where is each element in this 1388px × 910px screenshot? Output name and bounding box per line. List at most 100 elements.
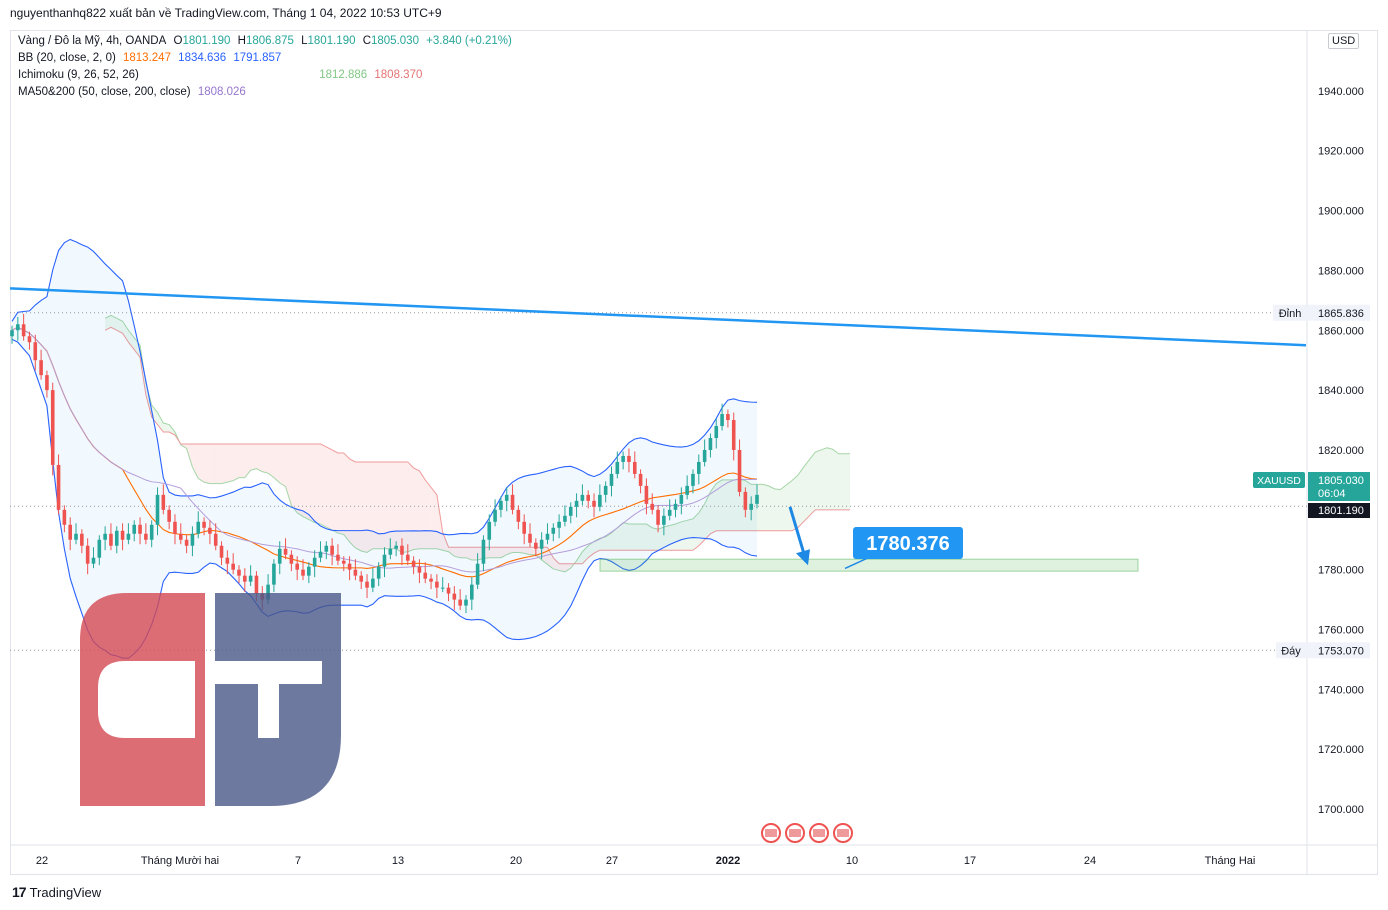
candle-body xyxy=(144,533,148,540)
ichimoku-cloud-segment xyxy=(460,547,466,558)
candle-body xyxy=(365,581,369,588)
candle-body xyxy=(39,360,43,376)
candle-body xyxy=(190,533,195,546)
legend-ichimoku-b: 1808.370 xyxy=(374,69,423,81)
currency-badge[interactable]: USD xyxy=(1328,33,1360,49)
ichimoku-cloud-segment xyxy=(396,461,402,553)
flag-stripes xyxy=(789,829,801,837)
candle-body xyxy=(400,545,404,555)
candle-body xyxy=(650,503,655,510)
ichimoku-cloud-segment xyxy=(687,518,693,551)
ichimoku-cloud-segment xyxy=(716,479,723,531)
candle-body xyxy=(74,533,78,540)
target-callout-label: 1780.376 xyxy=(866,533,949,555)
ichimoku-cloud-segment xyxy=(692,512,699,551)
x-tick-label: Tháng Mười hai xyxy=(141,855,219,867)
ichimoku-cloud-segment xyxy=(553,557,560,571)
candle-body xyxy=(696,461,701,474)
x-tick-label: 10 xyxy=(846,855,858,867)
candle-body xyxy=(755,494,759,504)
ichimoku-cloud-segment xyxy=(116,318,123,334)
last-price-bg xyxy=(1308,472,1370,501)
legend-bb-label: BB (20, close, 2, 0) xyxy=(18,52,116,64)
candle-body xyxy=(62,509,67,525)
candle-body xyxy=(743,491,748,510)
flag-stripes xyxy=(837,829,849,837)
candle-body xyxy=(295,563,299,570)
candle-body xyxy=(371,578,375,588)
ichimoku-cloud-segment xyxy=(238,443,245,478)
ichimoku-span-b xyxy=(104,326,851,565)
ichimoku-cloud-segment xyxy=(634,524,641,551)
ichimoku-cloud-segment xyxy=(530,547,536,555)
ichimoku-cloud-segment xyxy=(337,452,344,535)
candle-body xyxy=(568,506,573,516)
ichimoku-cloud-segment xyxy=(273,443,280,483)
candle-body xyxy=(662,515,666,525)
candle-body xyxy=(551,527,556,534)
y-tick-label: 1920.000 xyxy=(1318,146,1364,158)
y-tick-label: 1860.000 xyxy=(1318,325,1364,337)
ichimoku-cloud-segment xyxy=(628,524,635,551)
candle-body xyxy=(173,521,177,534)
candle-body xyxy=(85,545,90,564)
ichimoku-cloud-segment xyxy=(332,449,338,534)
ichimoku-cloud-segment xyxy=(343,452,350,542)
candle-body xyxy=(283,548,288,555)
y-tick-label: 1880.000 xyxy=(1318,265,1364,277)
candle-body xyxy=(417,566,422,573)
ichimoku-cloud-segment xyxy=(349,458,356,548)
candle-body xyxy=(80,533,84,546)
ichimoku-cloud-segment xyxy=(797,467,804,528)
tradingview-logo-icon: 17 xyxy=(12,884,27,900)
legend-ma: MA50&200 (50, close, 200, close) 1808.02… xyxy=(18,86,250,98)
candle-body xyxy=(272,563,276,585)
candle-body xyxy=(598,494,602,507)
ichimoku-cloud-segment xyxy=(425,479,432,549)
candle-body xyxy=(202,521,206,528)
candle-body xyxy=(376,566,381,579)
ichimoku-cloud-segment xyxy=(722,479,728,531)
ichimoku-cloud-segment xyxy=(303,443,309,520)
candle-body xyxy=(120,530,125,540)
candle-body xyxy=(499,500,503,510)
legend-ma-value: 1808.026 xyxy=(197,86,246,98)
candle-body xyxy=(330,545,334,555)
candle-body xyxy=(574,500,579,507)
ichimoku-cloud-segment xyxy=(727,479,734,531)
candle-body xyxy=(539,539,544,549)
legend-bb: BB (20, close, 2, 0) 1813.247 1834.636 1… xyxy=(18,52,285,64)
ichimoku-cloud-segment xyxy=(279,443,286,487)
ichimoku-cloud-segment xyxy=(675,521,682,551)
ichimoku-cloud-segment xyxy=(762,484,769,531)
ichimoku-cloud-segment xyxy=(244,443,251,478)
ichimoku-cloud-segment xyxy=(704,491,711,540)
candle-body xyxy=(627,455,631,462)
ichimoku-cloud-segment xyxy=(221,443,228,484)
legend-low: L1801.190 xyxy=(301,35,356,47)
candle-body xyxy=(470,584,474,600)
candle-body xyxy=(749,503,753,510)
legend-change: +3.840 (+0.21%) xyxy=(426,35,512,47)
candle-body xyxy=(336,554,340,561)
ichimoku-cloud-segment xyxy=(122,321,129,343)
candle-body xyxy=(301,569,305,576)
ichimoku-cloud-segment xyxy=(599,536,606,551)
symbol-tag: XAUUSD xyxy=(1257,475,1301,487)
legend-ohlc: Vàng / Đô la Mỹ, 4h, OANDA O1801.190 H18… xyxy=(18,35,516,47)
candle-body xyxy=(516,509,521,522)
candle-body xyxy=(208,527,212,534)
target-zone-rect xyxy=(599,558,1139,572)
candle-body xyxy=(21,324,26,337)
candle-body xyxy=(440,587,445,589)
y-tick-label: 1900.000 xyxy=(1318,206,1364,218)
ichimoku-cloud-segment xyxy=(163,423,170,433)
candle-body xyxy=(592,500,596,507)
ichimoku-cloud-segment xyxy=(448,547,455,557)
ichimoku-cloud-segment xyxy=(658,527,664,551)
candle-body xyxy=(307,566,311,576)
legend-ichimoku-a: 1812.886 xyxy=(319,69,368,81)
ichimoku-cloud-segment xyxy=(250,443,257,471)
ichimoku-cloud-segment xyxy=(640,524,647,551)
